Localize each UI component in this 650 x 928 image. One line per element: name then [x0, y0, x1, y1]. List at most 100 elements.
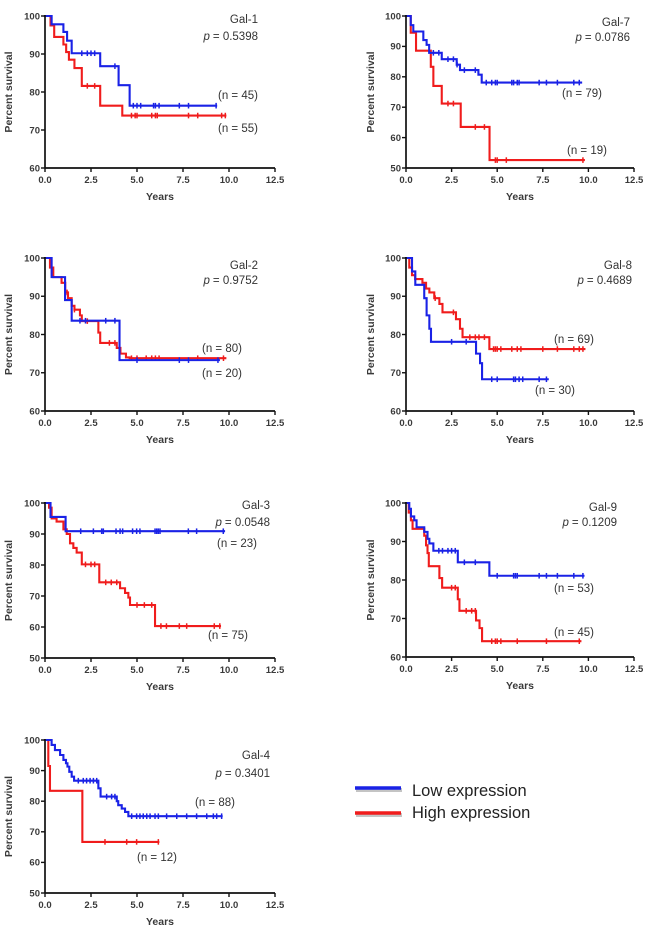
y-tick-label: 100 — [24, 498, 40, 509]
y-tick-label: 60 — [390, 406, 401, 417]
x-tick-label: 7.5 — [536, 418, 550, 429]
y-tick-label: 100 — [385, 11, 401, 22]
n-label-high-expression: (n = 75) — [208, 630, 248, 642]
y-tick-label: 70 — [29, 827, 40, 838]
p-symbol: p — [215, 517, 223, 529]
survival-curve-low-expression — [404, 256, 549, 381]
p-symbol: p — [203, 275, 211, 287]
survival-curve-high-expression — [43, 738, 160, 843]
panel-gal-9: 60 70 80 90 100 0.0 2.5 5.0 7.5 10.0 12.5 Years Perc… — [365, 498, 644, 692]
x-tick-label: 10.0 — [220, 175, 239, 186]
x-axis-title: Years — [146, 434, 174, 446]
x-tick-label: 7.5 — [536, 175, 550, 186]
legend-item-low-expression: Low expression — [355, 782, 527, 800]
x-axis-title: Years — [146, 681, 174, 693]
x-tick-label: 2.5 — [445, 175, 459, 186]
y-tick-label: 80 — [29, 87, 40, 98]
panels-container: 60 70 80 90 100 0.0 2.5 5.0 7.5 10.0 12.5 Years Perc… — [3, 11, 644, 928]
y-tick-label: 60 — [29, 858, 40, 869]
x-tick-label: 10.0 — [220, 418, 239, 429]
survival-curve-low-expression — [43, 501, 226, 533]
y-axis-title: Percent survival — [3, 540, 15, 621]
p-value-label: p = 0.3401 — [215, 768, 271, 780]
y-axis-title: Percent survival — [365, 294, 377, 375]
n-label-high-expression: (n = 55) — [218, 123, 258, 135]
x-tick-label: 2.5 — [84, 175, 98, 186]
x-tick-label: 12.5 — [266, 900, 285, 911]
n-label-low-expression: (n = 45) — [218, 90, 258, 102]
p-value: = 0.3401 — [225, 768, 270, 780]
survival-curve-high-expression — [404, 14, 585, 162]
x-tick-label: 5.0 — [491, 175, 504, 186]
n-label-low-expression: (n = 79) — [562, 88, 602, 100]
x-tick-label: 2.5 — [445, 418, 459, 429]
p-value-label: p = 0.5398 — [203, 31, 259, 43]
panel-gal-8: 60 70 80 90 100 0.0 2.5 5.0 7.5 10.0 12.5 Years Perc… — [365, 253, 644, 446]
n-label-low-expression: (n = 88) — [195, 797, 235, 809]
y-tick-label: 60 — [390, 133, 401, 144]
p-value-label: p = 0.9752 — [203, 275, 259, 287]
n-label-high-expression: (n = 19) — [567, 145, 607, 157]
survival-curve-low-expression — [404, 14, 583, 84]
y-tick-label: 100 — [385, 498, 401, 509]
y-tick-label: 100 — [24, 11, 40, 22]
y-tick-label: 100 — [24, 735, 40, 746]
panel-title: Gal-8 — [604, 260, 632, 272]
x-tick-label: 12.5 — [266, 175, 285, 186]
x-tick-label: 12.5 — [625, 175, 644, 186]
panel-gal-1: 60 70 80 90 100 0.0 2.5 5.0 7.5 10.0 12.5 Years Perc… — [3, 11, 285, 203]
n-label-high-expression: (n = 45) — [554, 627, 594, 639]
y-axis-title: Percent survival — [3, 776, 15, 857]
x-tick-label: 0.0 — [399, 664, 412, 675]
x-tick-label: 10.0 — [220, 900, 239, 911]
x-tick-label: 0.0 — [38, 418, 51, 429]
x-axis-title: Years — [506, 680, 534, 692]
x-tick-label: 5.0 — [130, 900, 143, 911]
p-symbol: p — [577, 275, 585, 287]
survival-curve-high-expression — [404, 501, 582, 643]
y-tick-label: 90 — [390, 537, 401, 548]
y-tick-label: 80 — [390, 575, 401, 586]
x-axis-title: Years — [146, 916, 174, 928]
y-tick-label: 100 — [385, 253, 401, 264]
n-label-high-expression: (n = 69) — [554, 334, 594, 346]
p-symbol: p — [575, 32, 583, 44]
survival-curve-high-expression — [43, 14, 227, 117]
y-tick-label: 60 — [29, 622, 40, 633]
survival-curve-low-expression — [404, 501, 585, 577]
y-axis-title: Percent survival — [365, 539, 377, 620]
panel-gal-4: 50 60 70 80 90 100 0.0 2.5 5.0 7.5 10.0 12.5 Years Pe… — [3, 735, 285, 928]
panel-gal-3: 50 60 70 80 90 100 0.0 2.5 5.0 7.5 10.0 12.5 Years Pe… — [3, 498, 285, 693]
x-tick-label: 5.0 — [491, 418, 504, 429]
x-tick-label: 10.0 — [220, 665, 239, 676]
x-tick-label: 2.5 — [84, 900, 98, 911]
p-symbol: p — [562, 517, 570, 529]
y-axis-title: Percent survival — [3, 294, 15, 375]
y-tick-label: 90 — [390, 42, 401, 53]
p-value: = 0.9752 — [213, 275, 258, 287]
y-tick-label: 60 — [390, 652, 401, 663]
p-value: = 0.5398 — [213, 31, 258, 43]
n-label-low-expression: (n = 20) — [202, 368, 242, 380]
panel-title: Gal-4 — [242, 750, 271, 762]
x-tick-label: 7.5 — [176, 665, 190, 676]
panel-gal-2: 60 70 80 90 100 0.0 2.5 5.0 7.5 10.0 12.5 Years Perc… — [3, 253, 285, 446]
p-value-label: p = 0.1209 — [562, 517, 618, 529]
y-tick-label: 50 — [390, 163, 401, 174]
y-tick-label: 70 — [29, 591, 40, 602]
y-axis-title: Percent survival — [3, 51, 15, 132]
legend: Low expression High expression — [355, 782, 530, 822]
n-label-high-expression: (n = 12) — [137, 852, 177, 864]
x-tick-label: 7.5 — [176, 418, 190, 429]
y-tick-label: 60 — [29, 406, 40, 417]
survival-curve-low-expression — [43, 256, 220, 362]
p-symbol: p — [215, 768, 223, 780]
y-tick-label: 70 — [29, 368, 40, 379]
survival-curve-low-expression — [43, 14, 218, 107]
y-tick-label: 80 — [390, 72, 401, 83]
p-value: = 0.0548 — [225, 517, 270, 529]
y-tick-label: 90 — [390, 292, 401, 303]
y-tick-label: 90 — [29, 49, 40, 60]
n-label-low-expression: (n = 23) — [217, 538, 257, 550]
